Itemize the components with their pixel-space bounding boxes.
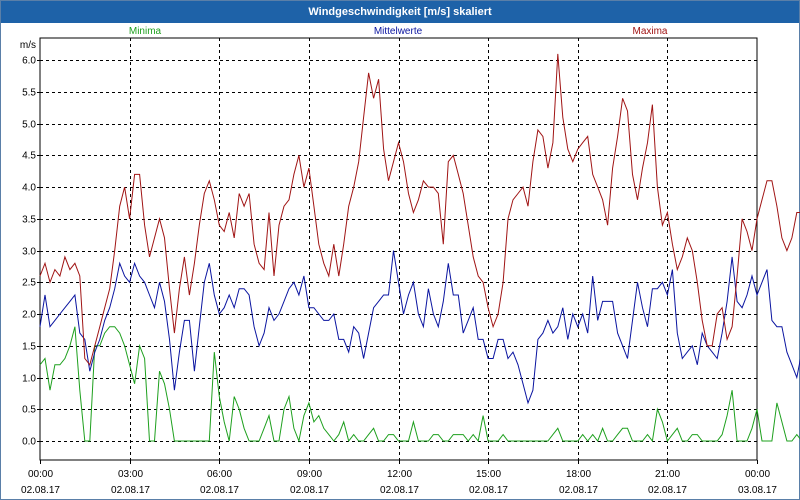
x-tick-time: 18:00	[566, 469, 591, 480]
y-tick-label: 2.0	[22, 310, 36, 321]
series-line-maxima	[39, 53, 800, 366]
x-tick-time: 03:00	[118, 469, 143, 480]
x-tick-date: 02.08.17	[559, 485, 598, 496]
window-title: Windgeschwindigkeit [m/s] skaliert	[1, 1, 799, 23]
series-line-mittelwerte	[39, 250, 800, 405]
x-tick-date: 02.08.17	[469, 485, 508, 496]
x-tick-time: 09:00	[297, 469, 322, 480]
x-tick-time: 00:00	[745, 469, 770, 480]
y-axis-label: m/s	[20, 40, 36, 51]
x-tick-date: 02.08.17	[648, 485, 687, 496]
x-tick-date: 02.08.17	[111, 485, 150, 496]
x-tick-time: 12:00	[387, 469, 412, 480]
x-tick-time: 06:00	[207, 469, 232, 480]
legend-maxima: Maxima	[632, 26, 667, 37]
x-tick-date: 03.08.17	[738, 485, 777, 496]
x-tick-time: 15:00	[476, 469, 501, 480]
y-tick-label: 5.0	[22, 120, 36, 131]
legend-minima: Minima	[129, 26, 162, 37]
x-tick-time: 21:00	[655, 469, 680, 480]
y-tick-label: 3.0	[22, 247, 36, 258]
plot-area	[39, 37, 758, 461]
y-tick-label: 0.0	[22, 437, 36, 448]
y-tick-label: 2.5	[22, 278, 36, 289]
y-tick-label: 6.0	[22, 56, 36, 67]
x-tick-date: 02.08.17	[21, 485, 60, 496]
y-tick-label: 4.0	[22, 183, 36, 194]
y-tick-label: 0.5	[22, 405, 36, 416]
series-line-minima	[39, 326, 800, 443]
y-tick-label: 3.5	[22, 215, 36, 226]
y-tick-label: 4.5	[22, 151, 36, 162]
x-tick-date: 02.08.17	[290, 485, 329, 496]
y-tick-label: 5.5	[22, 88, 36, 99]
x-tick-date: 02.08.17	[380, 485, 419, 496]
legend-mittelwerte: Mittelwerte	[374, 26, 423, 37]
y-tick-label: 1.5	[22, 342, 36, 353]
x-tick-time: 00:00	[28, 469, 53, 480]
y-tick-label: 1.0	[22, 374, 36, 385]
x-tick-date: 02.08.17	[200, 485, 239, 496]
